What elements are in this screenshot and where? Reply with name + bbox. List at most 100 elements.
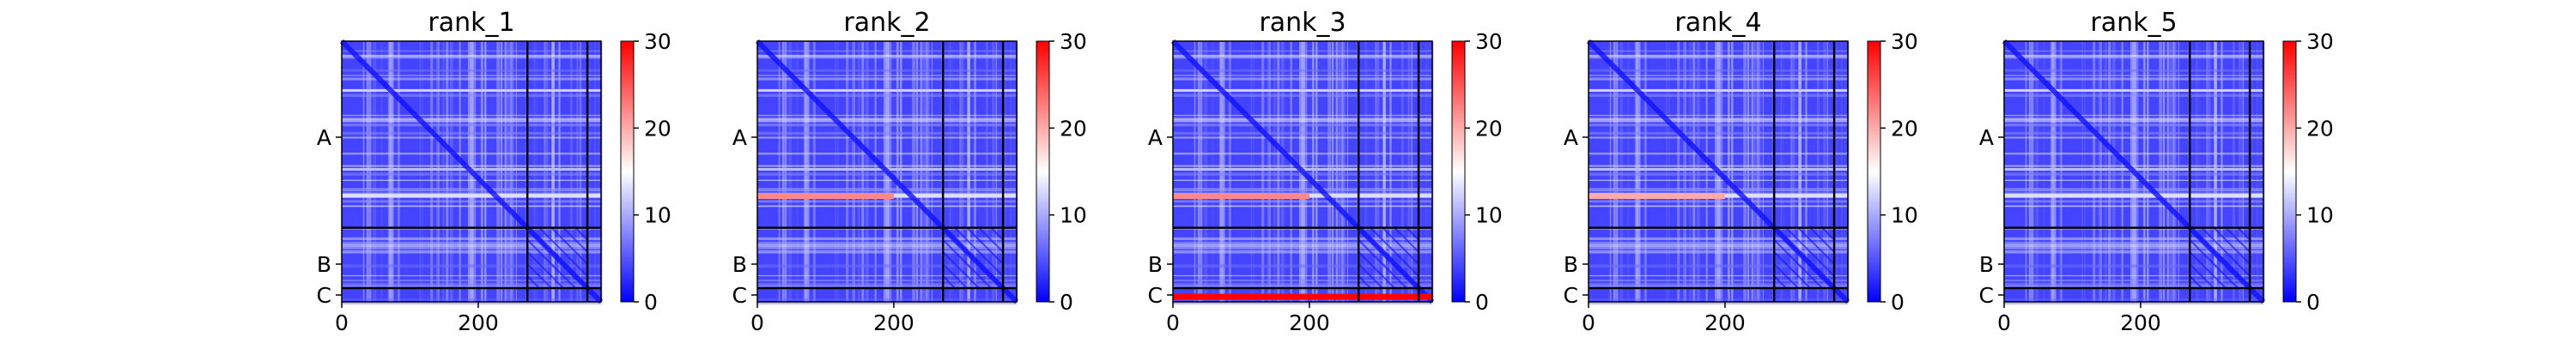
heatmap-texture: [942, 226, 1004, 289]
heatmap-row-band: [757, 131, 1017, 135]
heatmap-row-band: [2004, 205, 2263, 207]
heatmap-column-band: [569, 41, 573, 302]
heatmap-column-band: [927, 41, 930, 302]
panel-title: rank_1: [428, 8, 514, 38]
heatmap-row-band: [1173, 56, 1432, 59]
heatmap-column-band: [1013, 41, 1015, 302]
heatmap-column-band: [1232, 41, 1235, 302]
heatmap-column-band: [1696, 41, 1700, 302]
heatmap-row-band: [1173, 152, 1432, 155]
x-tick-label: 200: [2120, 310, 2161, 335]
heatmap-column-band: [1365, 41, 1369, 302]
heatmap-column-band: [534, 41, 538, 302]
heatmap-column-band: [920, 41, 922, 302]
heatmap-column-band: [836, 41, 838, 302]
heatmap-column-band: [967, 41, 970, 302]
heatmap-row-band: [342, 200, 601, 203]
heatmap-texture: [2201, 226, 2251, 277]
heatmap-row-band: [1589, 54, 1848, 58]
colorbar: [1451, 40, 1466, 303]
heatmap-row-band: [1589, 89, 1848, 92]
heatmap-row-band: [1173, 136, 1432, 139]
heatmap-row-band: [342, 69, 601, 72]
colorbar-tick-label: 0: [2306, 290, 2320, 315]
heatmap-row-band: [1173, 114, 1432, 117]
heatmap-row-band: [757, 89, 1017, 92]
heatmap-high-error-band: [757, 193, 894, 199]
heatmap-row-band: [757, 165, 1017, 167]
heatmap-column-band: [949, 41, 951, 302]
heatmap-column-band: [802, 41, 805, 302]
heatmap-column-band: [2214, 41, 2217, 302]
heatmap-row-band: [1173, 301, 1432, 305]
heatmap-column-band: [2162, 41, 2166, 302]
x-tick-label: 200: [873, 310, 914, 335]
heatmap-column-band: [1619, 41, 1624, 302]
heatmap-texture: [942, 251, 980, 289]
heatmap-row-band: [1589, 179, 1848, 182]
heatmap-column-band: [373, 41, 377, 302]
heatmap-column-band: [2147, 41, 2149, 302]
colorbar-tick-label: 0: [644, 290, 658, 315]
heatmap-row-band: [2004, 152, 2263, 155]
heatmap-row-band: [1173, 241, 1432, 245]
heatmap-column-band: [2232, 41, 2235, 302]
heatmap-column-band: [397, 41, 399, 302]
heatmap-column-band: [430, 41, 434, 302]
heatmap-column-band: [1273, 41, 1276, 302]
heatmap-column-band: [1412, 41, 1415, 302]
heatmap-row-band: [342, 283, 601, 286]
heatmap-texture: [1773, 251, 1811, 289]
heatmap-column-band: [446, 41, 449, 302]
heatmap-row-band: [1173, 93, 1432, 98]
heatmap-row-band: [1589, 241, 1848, 245]
heatmap-row-band: [2004, 250, 2263, 254]
y-tick-label: B: [732, 252, 747, 277]
heatmap-column-band: [1346, 41, 1348, 302]
colorbar-tick-label: 30: [2306, 29, 2334, 54]
heatmap-row-band: [1589, 279, 1848, 282]
heatmap-row-band: [1173, 50, 1432, 52]
heatmap-row-band: [757, 200, 1017, 203]
colorbar: [1036, 40, 1050, 303]
heatmap-column-band: [1790, 41, 1793, 302]
heatmap-column-band: [778, 41, 781, 302]
heatmap-column-band: [1758, 41, 1761, 302]
y-tick-label: A: [317, 125, 331, 150]
heatmap-column-band: [1340, 41, 1344, 302]
heatmap-column-band: [1683, 41, 1687, 302]
heatmap-column-band: [1429, 41, 1431, 302]
heatmap-column-band: [1666, 41, 1668, 302]
heatmap-column-band: [2035, 41, 2039, 302]
heatmap-row-band: [1589, 285, 1848, 288]
heatmap-row-band: [1173, 179, 1432, 182]
heatmap-column-band: [793, 41, 794, 302]
heatmap-row-band: [757, 188, 1017, 191]
heatmap-row-band: [342, 54, 601, 58]
heatmap-row-band: [1589, 200, 1848, 203]
heatmap-column-band: [1204, 41, 1208, 302]
heatmap-row-band: [342, 206, 601, 208]
heatmap-row-band: [1589, 69, 1848, 72]
heatmap-column-band: [2095, 41, 2097, 302]
panel-title: rank_3: [1259, 8, 1346, 38]
heatmap-texture: [538, 226, 588, 277]
heatmap-row-band: [757, 298, 1017, 301]
y-tick-label: A: [1564, 125, 1578, 150]
heatmap-column-band: [2060, 41, 2063, 302]
heatmap-column-band: [1689, 41, 1692, 302]
x-tick-label: 200: [458, 310, 499, 335]
heatmap-texture: [526, 251, 564, 289]
heatmap-row-band: [342, 244, 601, 248]
heatmap-row-band: [757, 237, 1017, 240]
heatmap-row-band: [342, 274, 601, 277]
heatmap-column-band: [2059, 41, 2062, 302]
heatmap-row-band: [1173, 285, 1432, 288]
heatmap-column-band: [2108, 41, 2111, 302]
heatmap-column-band: [459, 41, 461, 302]
heatmap-row-band: [342, 179, 601, 182]
heatmap-texture: [1406, 226, 1419, 241]
heatmap-column-band: [594, 41, 596, 302]
